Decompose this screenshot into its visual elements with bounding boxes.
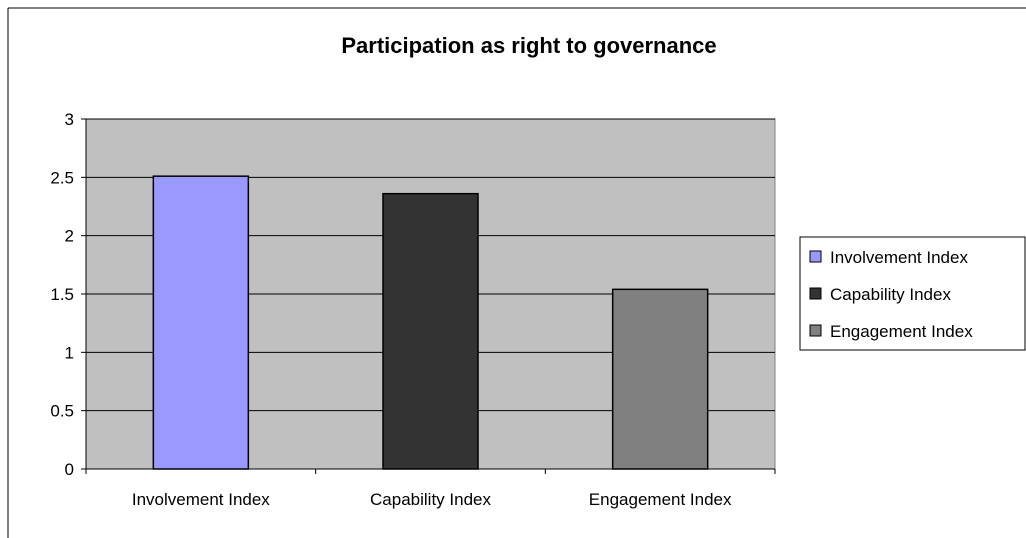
legend: Involvement Index Capability Index Engagem…: [799, 236, 1026, 351]
bar: [611, 288, 709, 470]
y-tick-label: 0: [65, 460, 74, 479]
y-tick-label: 1.5: [50, 285, 74, 304]
x-tick-label: Capability Index: [370, 490, 491, 509]
legend-label: Engagement Index: [830, 322, 973, 341]
x-tick-label: Engagement Index: [589, 490, 732, 509]
legend-label: Involvement Index: [830, 248, 968, 267]
y-tick-label: 2.5: [50, 168, 74, 187]
plot-area: 0 0.5 1 1.5 2 2.5 3 Involvement Index Capability…: [50, 110, 776, 509]
legend-swatch: [809, 324, 822, 337]
bar: [382, 192, 479, 470]
legend-swatch: [809, 287, 822, 300]
legend-box: [799, 236, 1026, 351]
bar: [152, 175, 250, 470]
y-tick-label: 2: [65, 227, 74, 246]
y-tick-label: 3: [65, 110, 74, 129]
x-tick-label: Involvement Index: [132, 490, 270, 509]
y-tick-label: 0.5: [50, 402, 74, 421]
chart-title: Participation as right to governance: [341, 33, 716, 58]
legend-swatch: [809, 250, 822, 263]
y-tick-label: 1: [65, 343, 74, 362]
legend-label: Capability Index: [830, 285, 951, 304]
